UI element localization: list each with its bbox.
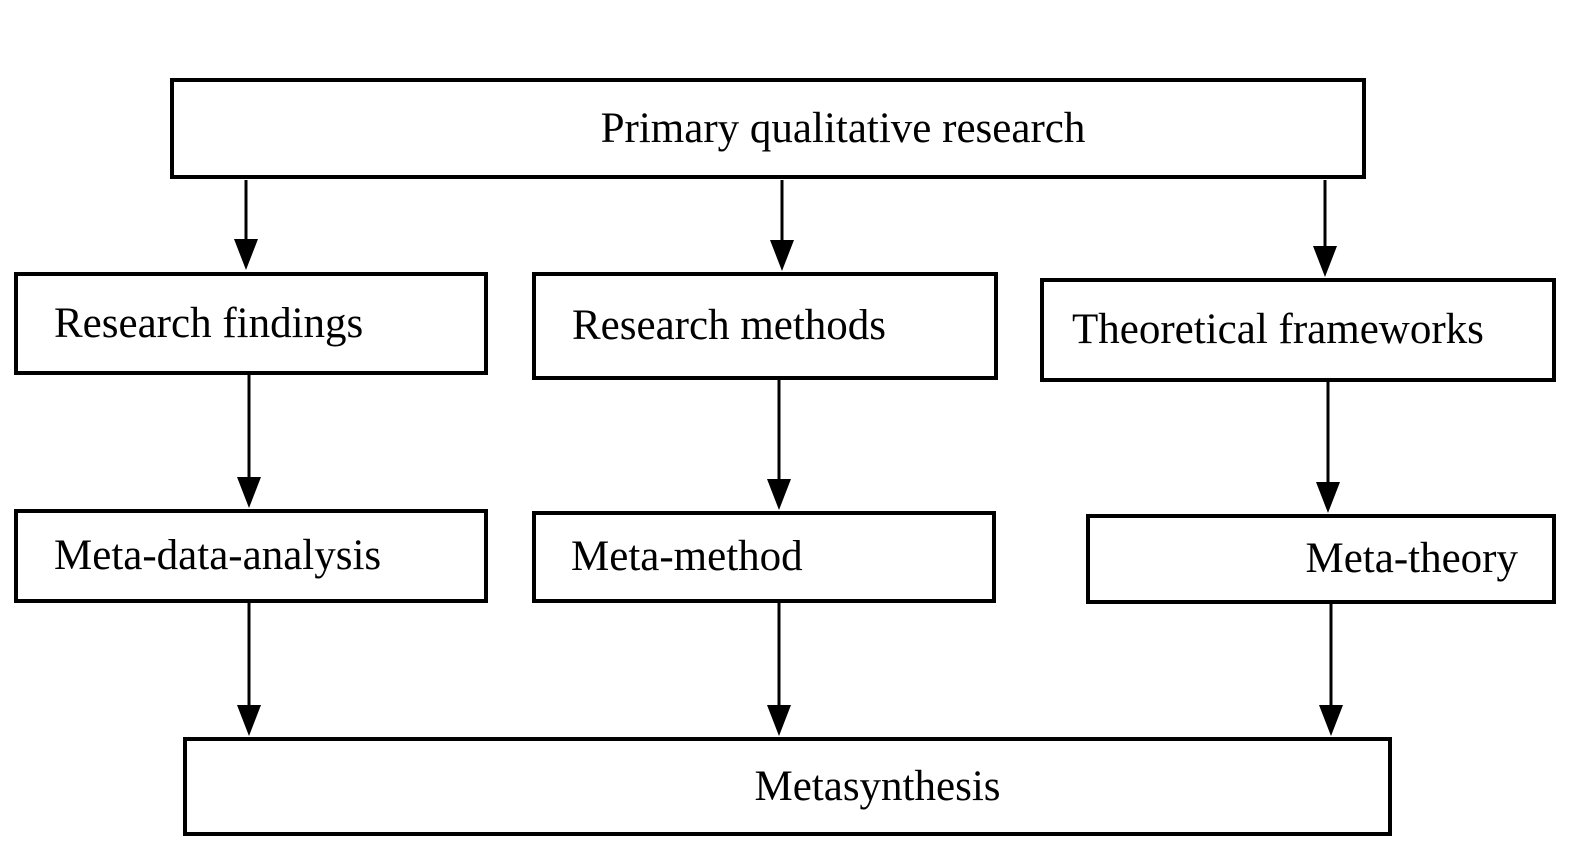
- node-theoretical-frameworks: Theoretical frameworks: [1040, 278, 1556, 382]
- arrow-primary-to-methods: [770, 180, 794, 271]
- node-label: Meta-method: [571, 533, 803, 581]
- arrow-meta-method-to-metasynthesis: [767, 603, 791, 736]
- node-label: Meta-data-analysis: [54, 532, 382, 580]
- node-meta-theory: Meta-theory: [1086, 514, 1556, 604]
- node-label: Meta-theory: [1305, 535, 1518, 583]
- node-primary-qualitative-research: Primary qualitative research: [170, 78, 1366, 179]
- arrow-meta-data-analysis-to-metasynthesis: [237, 603, 261, 736]
- node-meta-data-analysis: Meta-data-analysis: [14, 509, 488, 603]
- node-label: Metasynthesis: [754, 762, 1001, 810]
- arrow-methods-to-meta-method: [767, 380, 791, 510]
- node-metasynthesis: Metasynthesis: [183, 737, 1392, 836]
- node-meta-method: Meta-method: [532, 511, 996, 603]
- arrow-findings-to-meta-data-analysis: [237, 375, 261, 508]
- arrow-meta-theory-to-metasynthesis: [1319, 604, 1343, 736]
- node-label: Research findings: [54, 299, 364, 347]
- arrow-primary-to-frameworks: [1313, 180, 1337, 277]
- node-label: Research methods: [572, 302, 887, 350]
- node-research-findings: Research findings: [14, 272, 488, 375]
- node-label: Primary qualitative research: [600, 104, 1086, 152]
- arrow-frameworks-to-meta-theory: [1316, 382, 1340, 513]
- node-label: Theoretical frameworks: [1072, 306, 1484, 354]
- arrow-primary-to-findings: [234, 180, 258, 270]
- node-research-methods: Research methods: [532, 272, 998, 380]
